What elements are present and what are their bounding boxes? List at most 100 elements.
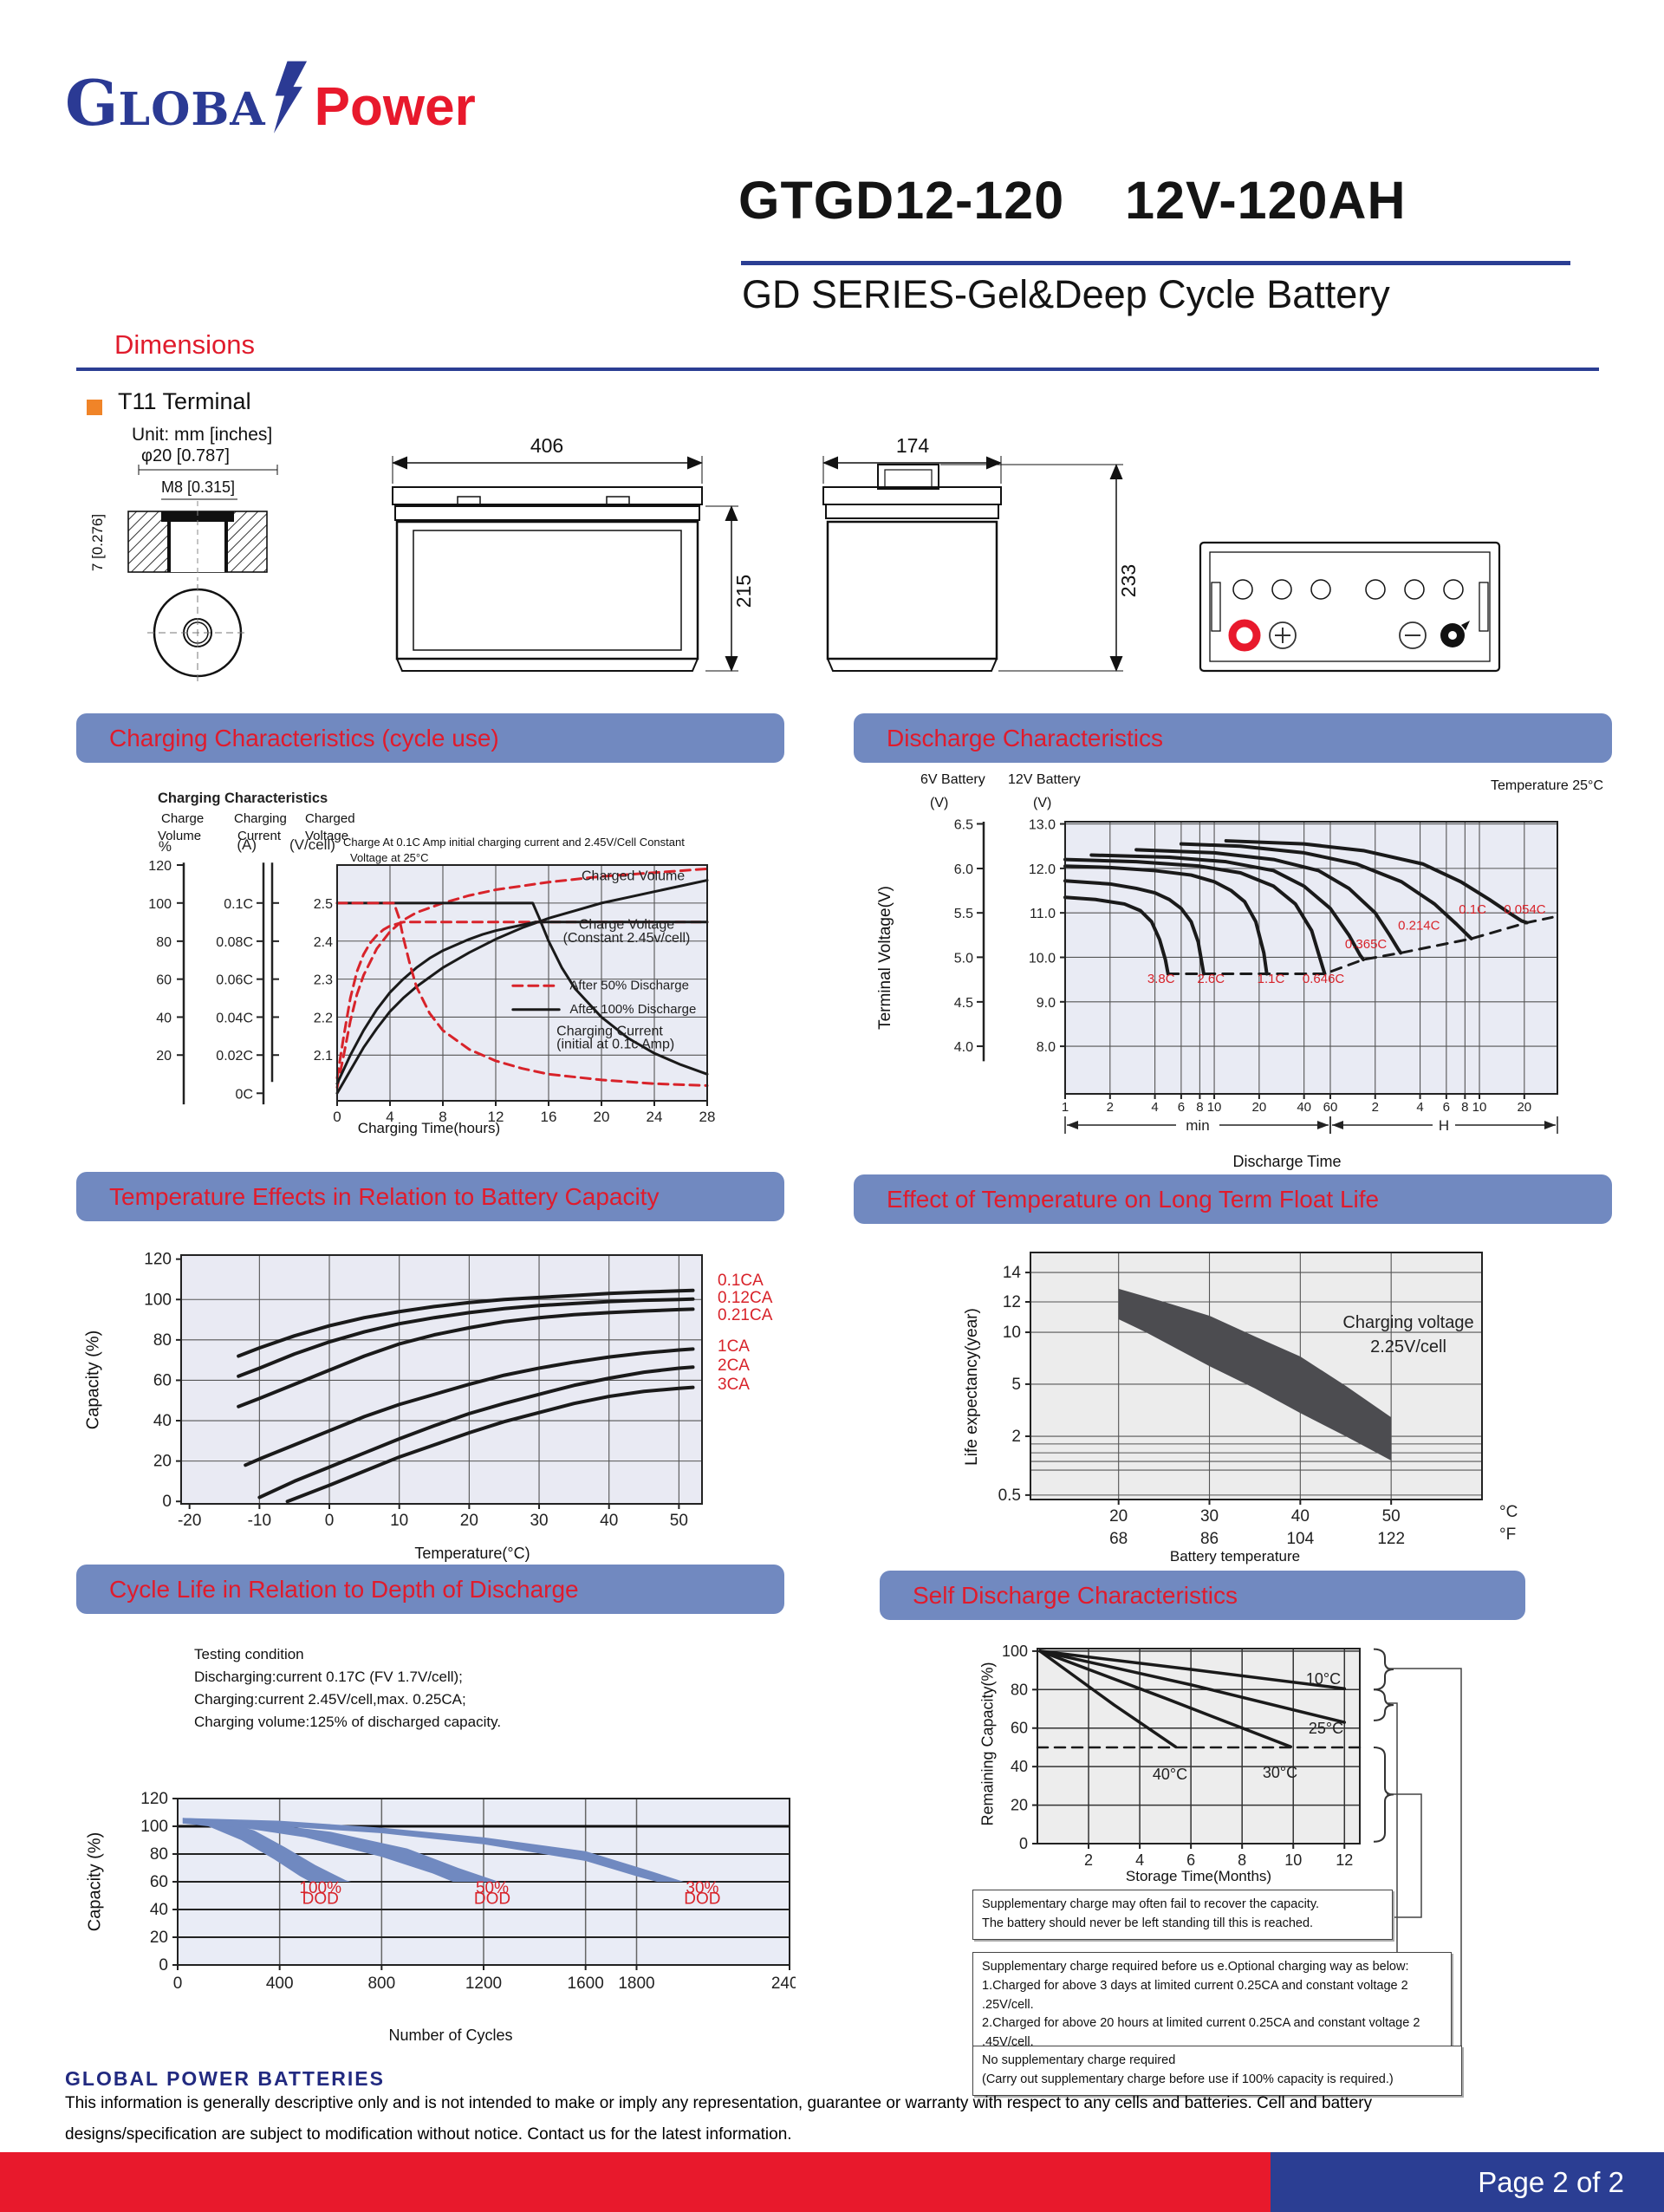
svg-text:3.8C: 3.8C [1147,972,1175,986]
svg-text:40: 40 [1297,1100,1311,1115]
svg-text:2.5: 2.5 [314,897,333,912]
discharge-6v-label: 6V Battery [920,772,985,787]
note-line: Supplementary charge required before us … [982,1960,1409,1974]
svg-text:400: 400 [266,1975,294,1993]
svg-text:0.12CA: 0.12CA [718,1289,773,1307]
svg-text:5.0: 5.0 [954,951,973,966]
svg-text:6: 6 [1178,1100,1185,1115]
float-life-chart: 20 30 40 50 68 86 104 122 14 12 10 5 2 0.5 Charging vo… [998,1252,1518,1548]
svg-text:24: 24 [647,1109,663,1125]
section-header-float: Effect of Temperature on Long Term Float… [854,1174,1612,1224]
bullet-square-icon [87,400,102,415]
svg-text:12: 12 [488,1109,504,1125]
svg-text:68: 68 [1109,1530,1128,1548]
testing-line-1: Testing condition [194,1646,304,1662]
brace-connector-lines [1387,1668,1462,2073]
series-subtitle: GD SERIES-Gel&Deep Cycle Battery [742,272,1390,316]
side-width-dim: 174 [896,434,930,457]
svg-text:20: 20 [1011,1797,1028,1814]
svg-text:2: 2 [1372,1100,1379,1115]
section-title: Self Discharge Characteristics [913,1581,1238,1609]
front-height-dim: 215 [732,575,755,608]
svg-text:0.646C: 0.646C [1303,972,1345,986]
temp-xlabel: Temperature(°C) [414,1545,530,1562]
note-line: Supplementary charge may often fail to r… [982,1897,1320,1911]
svg-text:2: 2 [1011,1428,1021,1446]
svg-text:DOD: DOD [684,1890,720,1909]
section-title: Cycle Life in Relation to Depth of Disch… [109,1575,579,1603]
section-title: Effect of Temperature on Long Term Float… [887,1185,1380,1213]
svg-text:10°C: 10°C [1306,1670,1341,1688]
svg-text:4: 4 [1416,1100,1423,1115]
svg-text:2.1: 2.1 [314,1049,333,1064]
svg-text:0: 0 [325,1512,335,1530]
svg-text:°F: °F [1499,1526,1516,1544]
svg-text:%: % [159,838,172,855]
svg-text:40°C: 40°C [1153,1766,1187,1783]
svg-text:60: 60 [153,1371,172,1389]
svg-text:2CA: 2CA [718,1356,750,1375]
svg-text:2.4: 2.4 [314,935,333,950]
discharge-v-label-1: (V) [930,796,949,810]
self-discharge-chart: 2 4 6 8 10 12 0 20 40 60 80 100 10°C 25°C 40°C 30°C [1002,1643,1394,1869]
footer-bar-blue: Page 2 of 2 [1271,2152,1664,2212]
svg-text:0.08C: 0.08C [216,935,253,950]
col-current: Current [237,829,282,843]
cycle-testing-conditions: Testing condition Discharging:current 0.… [194,1643,501,1734]
logo-loba: LOBA [118,83,266,136]
note-box-fail-recover: Supplementary charge may often fail to r… [972,1890,1393,1940]
svg-text:Charge Voltage: Charge Voltage [579,917,674,932]
svg-text:10: 10 [1207,1100,1222,1115]
svg-text:DOD: DOD [474,1890,510,1909]
svg-text:20: 20 [460,1512,478,1530]
svg-text:8: 8 [1238,1851,1246,1869]
svg-text:50: 50 [1382,1507,1401,1526]
charging-xlabel: Charging Time(hours) [357,1120,501,1136]
svg-text:After 50% Discharge: After 50% Discharge [569,979,689,993]
svg-text:20: 20 [153,1453,172,1471]
svg-text:0.1C: 0.1C [1459,902,1486,917]
svg-text:9.0: 9.0 [1037,996,1056,1011]
svg-text:0.054C: 0.054C [1504,902,1546,917]
discharge-temp-label: Temperature 25°C [1490,778,1603,793]
positive-terminal-icon [1228,619,1261,652]
svg-text:0.1CA: 0.1CA [718,1272,764,1290]
model-number: GTGD12-120 [738,171,1065,230]
note-line: 1.Charged for above 3 days at limited cu… [982,1978,1408,2012]
svg-text:80: 80 [150,1845,168,1864]
svg-text:40: 40 [600,1512,618,1530]
svg-text:12.0: 12.0 [1029,862,1056,877]
svg-text:6: 6 [1443,1100,1450,1115]
svg-text:60: 60 [156,973,172,988]
svg-text:1600: 1600 [568,1975,604,1993]
svg-text:12: 12 [1003,1293,1021,1311]
svg-text:25°C: 25°C [1309,1720,1343,1737]
col-charge: Charge [161,811,205,826]
svg-text:0.02C: 0.02C [216,1049,253,1064]
page-number: Page 2 of 2 [1478,2165,1624,2198]
svg-text:4: 4 [1151,1100,1158,1115]
testing-line-2: Discharging:current 0.17C (FV 1.7V/cell)… [194,1669,463,1685]
svg-text:30: 30 [1200,1507,1219,1526]
front-width-dim: 406 [530,434,563,457]
section-title: Discharge Characteristics [887,724,1163,751]
svg-text:100%: 100% [299,1879,341,1897]
svg-text:14: 14 [1003,1264,1022,1282]
svg-text:10: 10 [1284,1851,1302,1869]
svg-text:20: 20 [594,1109,610,1125]
svg-text:(initial at 0.1c Amp): (initial at 0.1c Amp) [556,1038,674,1052]
svg-text:8.0: 8.0 [1037,1040,1056,1055]
side-height-dim: 233 [1117,564,1140,597]
svg-text:16: 16 [541,1109,557,1125]
logo: G LOBA Power [65,42,476,140]
svg-text:0.214C: 0.214C [1398,919,1440,934]
svg-text:0: 0 [333,1109,341,1125]
svg-text:28: 28 [699,1109,716,1125]
col-charged: Charged [305,811,355,826]
section-header-temp: Temperature Effects in Relation to Batte… [76,1172,784,1221]
svg-text:4: 4 [1135,1851,1144,1869]
section-header-discharge: Discharge Characteristics [854,713,1612,763]
terminal-thread-label: M8 [0.315] [161,478,235,496]
